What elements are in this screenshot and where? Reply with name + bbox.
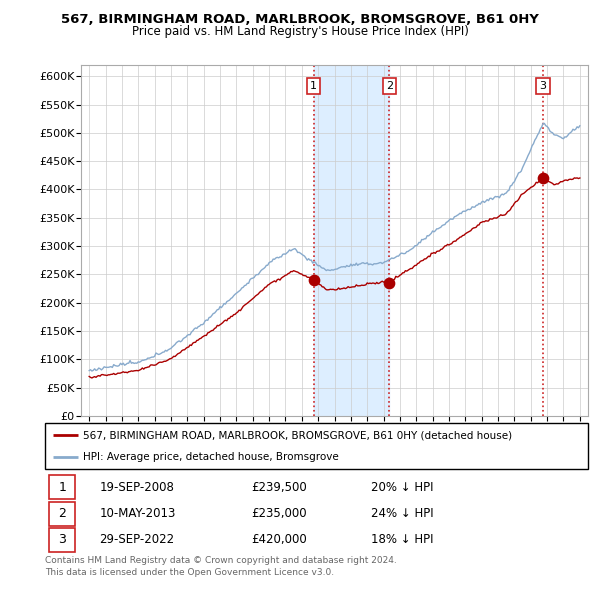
Text: 1: 1 <box>310 81 317 91</box>
Text: This data is licensed under the Open Government Licence v3.0.: This data is licensed under the Open Gov… <box>45 568 334 576</box>
Text: 24% ↓ HPI: 24% ↓ HPI <box>371 507 433 520</box>
Point <box>385 278 394 287</box>
Text: HPI: Average price, detached house, Bromsgrove: HPI: Average price, detached house, Brom… <box>83 451 339 461</box>
Text: 10-MAY-2013: 10-MAY-2013 <box>100 507 176 520</box>
Text: 3: 3 <box>539 81 547 91</box>
Text: 3: 3 <box>58 533 67 546</box>
Text: £420,000: £420,000 <box>251 533 307 546</box>
Text: Price paid vs. HM Land Registry's House Price Index (HPI): Price paid vs. HM Land Registry's House … <box>131 25 469 38</box>
Point <box>309 276 319 285</box>
Text: 18% ↓ HPI: 18% ↓ HPI <box>371 533 433 546</box>
Bar <box>314 65 389 416</box>
Bar <box>49 528 76 552</box>
Text: 567, BIRMINGHAM ROAD, MARLBROOK, BROMSGROVE, B61 0HY: 567, BIRMINGHAM ROAD, MARLBROOK, BROMSGR… <box>61 13 539 26</box>
Text: 2: 2 <box>386 81 393 91</box>
Text: Contains HM Land Registry data © Crown copyright and database right 2024.: Contains HM Land Registry data © Crown c… <box>45 556 397 565</box>
Text: 2: 2 <box>58 507 67 520</box>
Text: 29-SEP-2022: 29-SEP-2022 <box>100 533 175 546</box>
Bar <box>49 476 76 499</box>
Text: £235,000: £235,000 <box>251 507 307 520</box>
Text: 567, BIRMINGHAM ROAD, MARLBROOK, BROMSGROVE, B61 0HY (detached house): 567, BIRMINGHAM ROAD, MARLBROOK, BROMSGR… <box>83 431 512 441</box>
Point <box>538 173 548 183</box>
Text: 20% ↓ HPI: 20% ↓ HPI <box>371 481 433 494</box>
Text: £239,500: £239,500 <box>251 481 307 494</box>
Bar <box>49 502 76 526</box>
Text: 1: 1 <box>58 481 67 494</box>
Text: 19-SEP-2008: 19-SEP-2008 <box>100 481 174 494</box>
